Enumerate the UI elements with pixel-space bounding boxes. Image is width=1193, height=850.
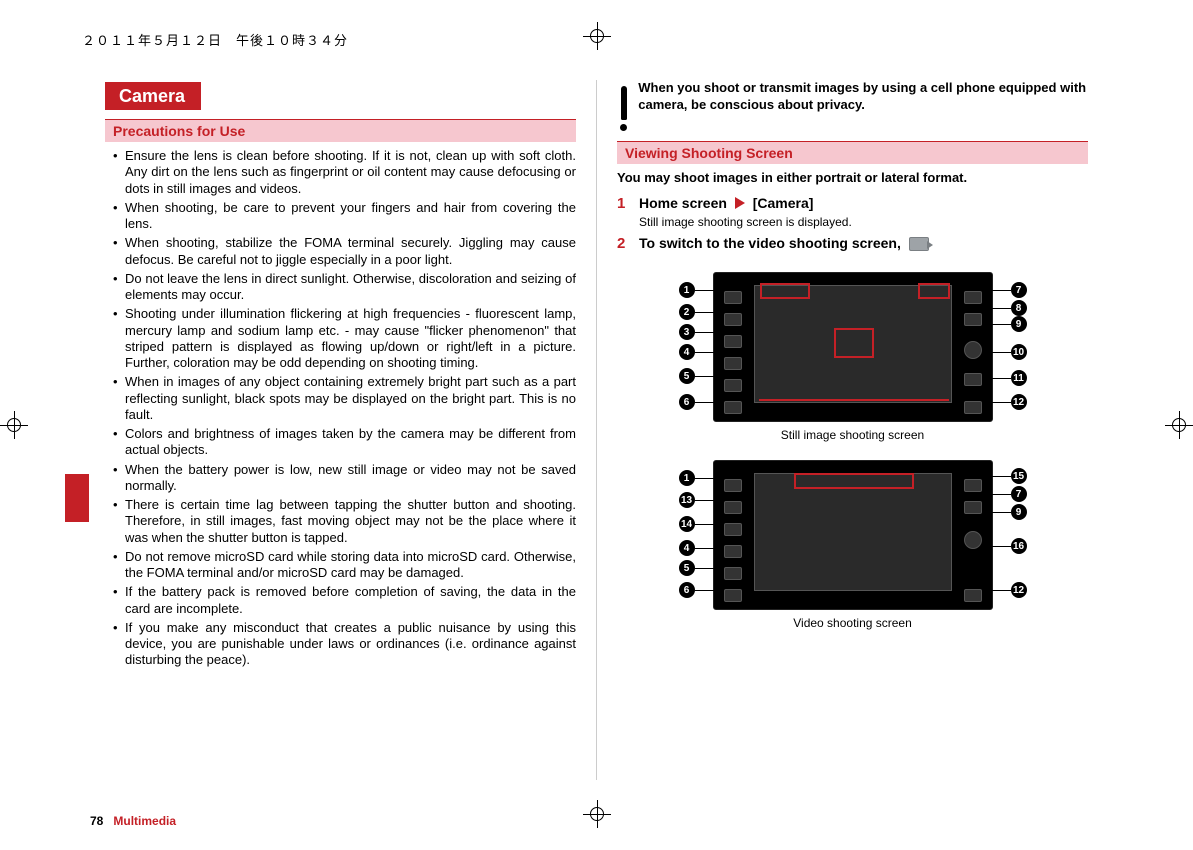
header-timestamp: ２０１１年５月１２日 午後１０時３４分 — [82, 30, 348, 49]
callout-10: 10 — [1011, 344, 1027, 360]
precaution-item: Shooting under illumination flickering a… — [117, 306, 576, 371]
exclamation-icon — [617, 80, 630, 131]
callout-4: 4 — [679, 540, 695, 556]
video-screenshot — [713, 460, 993, 610]
callout-5: 5 — [679, 368, 695, 384]
callout-7: 7 — [1011, 282, 1027, 298]
precaution-item: Colors and brightness of images taken by… — [117, 426, 576, 459]
screenshots-area: 1 2 3 4 5 6 7 8 9 10 — [617, 272, 1088, 630]
registration-mark-left — [0, 411, 28, 439]
registration-mark-right — [1165, 411, 1193, 439]
callout-5: 5 — [679, 560, 695, 576]
page-footer: 78 Multimedia — [90, 814, 176, 828]
video-caption: Video shooting screen — [793, 616, 912, 630]
precaution-item: When the battery power is low, new still… — [117, 462, 576, 495]
callout-14: 14 — [679, 516, 695, 532]
precaution-item: Do not leave the lens in direct sunlight… — [117, 271, 576, 304]
callout-11: 11 — [1011, 370, 1027, 386]
step-1-sub: Still image shooting screen is displayed… — [639, 215, 852, 229]
privacy-warning: When you shoot or transmit images by usi… — [617, 80, 1088, 131]
footer-section: Multimedia — [113, 814, 176, 828]
step-1-prefix: Home screen — [639, 195, 727, 211]
section-header-label: Camera — [105, 82, 201, 110]
page-number: 78 — [90, 814, 103, 828]
privacy-warning-text: When you shoot or transmit images by usi… — [638, 80, 1088, 114]
still-caption: Still image shooting screen — [781, 428, 924, 442]
precaution-item: If the battery pack is removed before co… — [117, 584, 576, 617]
triangle-icon — [735, 197, 745, 209]
subsection-header-precautions: Precautions for Use — [105, 119, 576, 142]
registration-mark-bottom — [583, 800, 611, 828]
video-screenshot-block: 1 13 14 4 5 6 15 7 9 16 — [617, 460, 1088, 630]
step-1-text: Home screen [Camera] — [639, 195, 852, 211]
subsection-header-viewing: Viewing Shooting Screen — [617, 141, 1088, 164]
callout-1: 1 — [679, 282, 695, 298]
still-screenshot-block: 1 2 3 4 5 6 7 8 9 10 — [617, 272, 1088, 442]
callout-3: 3 — [679, 324, 695, 340]
precaution-item: When in images of any object containing … — [117, 374, 576, 423]
step-2: 2 To switch to the video shooting screen… — [617, 235, 1088, 252]
callout-2: 2 — [679, 304, 695, 320]
precaution-item: Ensure the lens is clean before shooting… — [117, 148, 576, 197]
callout-12: 12 — [1011, 394, 1027, 410]
callout-7: 7 — [1011, 486, 1027, 502]
still-screenshot — [713, 272, 993, 422]
viewing-intro: You may shoot images in either portrait … — [617, 170, 1088, 185]
precaution-item: Do not remove microSD card while storing… — [117, 549, 576, 582]
step-1-suffix: [Camera] — [753, 195, 814, 211]
precaution-item: When shooting, stabilize the FOMA termin… — [117, 235, 576, 268]
callout-12: 12 — [1011, 582, 1027, 598]
step-2-label: To switch to the video shooting screen, — [639, 235, 901, 251]
precaution-item: When shooting, be care to prevent your f… — [117, 200, 576, 233]
callout-8: 8 — [1011, 300, 1027, 316]
callout-15: 15 — [1011, 468, 1027, 484]
step-2-text: To switch to the video shooting screen, — [639, 235, 929, 251]
callout-9: 9 — [1011, 316, 1027, 332]
video-mode-icon — [909, 237, 929, 251]
callout-4: 4 — [679, 344, 695, 360]
step-1: 1 Home screen [Camera] Still image shoot… — [617, 195, 1088, 229]
precaution-item: There is certain time lag between tappin… — [117, 497, 576, 546]
page-content: Camera Precautions for Use Ensure the le… — [90, 80, 1103, 780]
callout-1: 1 — [679, 470, 695, 486]
callout-16: 16 — [1011, 538, 1027, 554]
side-thumb-tab — [65, 474, 89, 522]
callout-6: 6 — [679, 582, 695, 598]
section-header: Camera — [105, 80, 576, 113]
step-number: 1 — [617, 195, 639, 212]
callout-13: 13 — [679, 492, 695, 508]
step-number: 2 — [617, 235, 639, 252]
precaution-item: If you make any misconduct that creates … — [117, 620, 576, 669]
registration-mark-top — [583, 22, 611, 50]
precautions-list: Ensure the lens is clean before shooting… — [105, 148, 576, 669]
callout-6: 6 — [679, 394, 695, 410]
right-column: When you shoot or transmit images by usi… — [596, 80, 1103, 780]
left-column: Camera Precautions for Use Ensure the le… — [90, 80, 596, 780]
callout-9: 9 — [1011, 504, 1027, 520]
